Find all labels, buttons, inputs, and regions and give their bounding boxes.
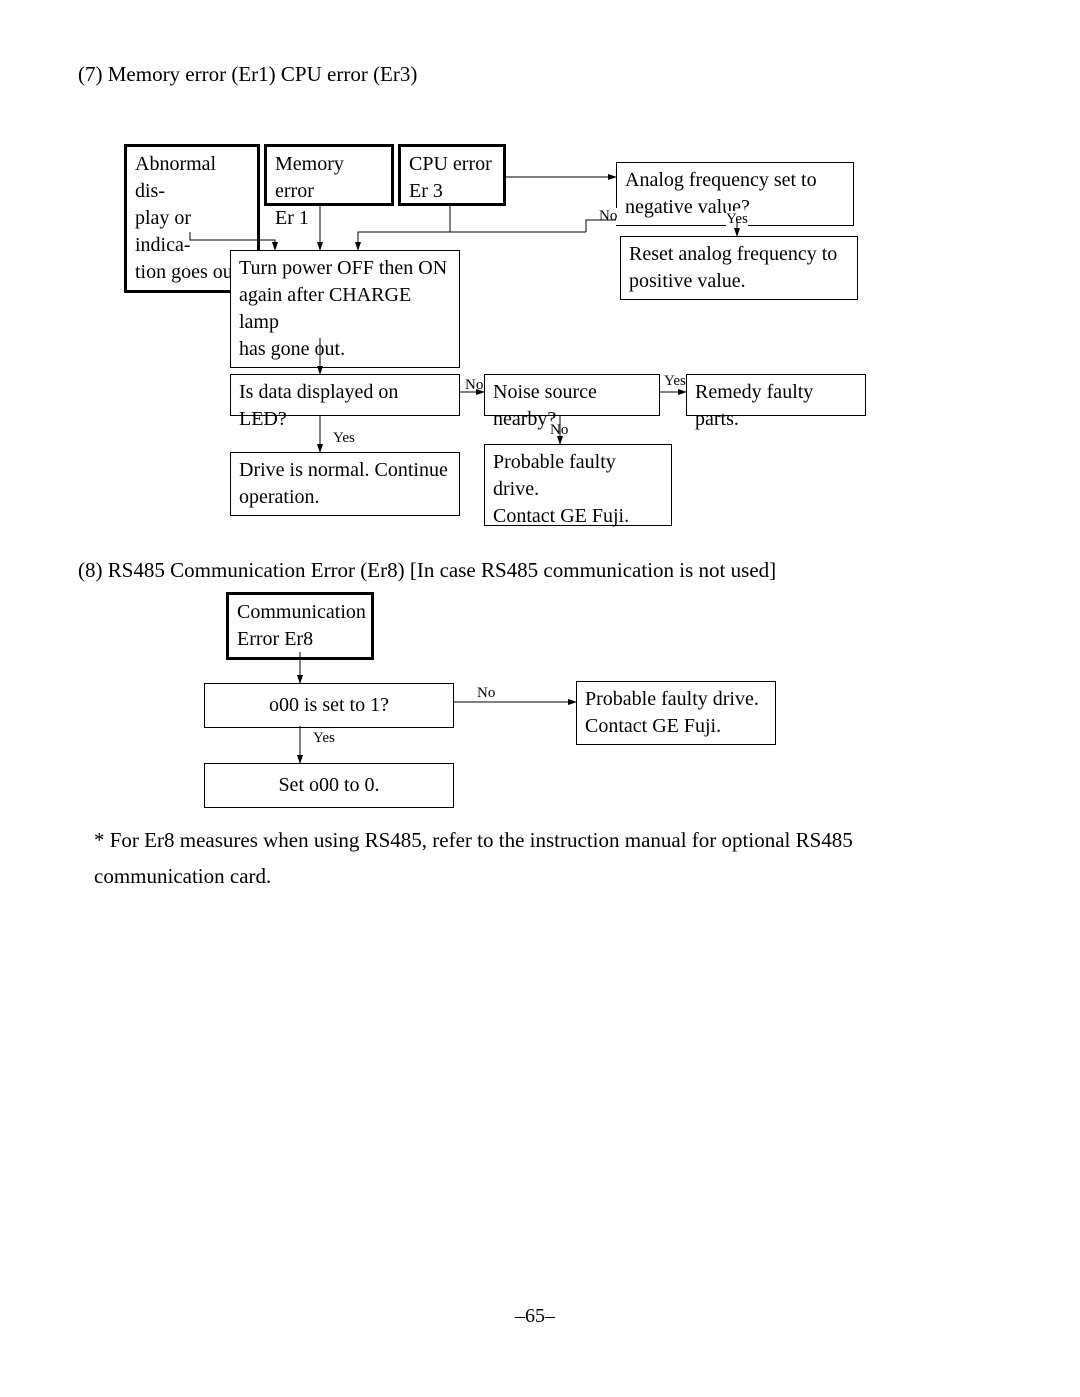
- text: Reset analog frequency to: [629, 241, 849, 268]
- node-o00-question: o00 is set to 1?: [204, 683, 454, 728]
- node-faulty-drive-7: Probable faulty drive. Contact GE Fuji.: [484, 444, 672, 526]
- text: Er 3: [409, 178, 495, 205]
- node-set-o00: Set o00 to 0.: [204, 763, 454, 808]
- text: Contact GE Fuji.: [585, 713, 767, 740]
- label-yes: Yes: [333, 430, 355, 447]
- section8-footnote: * For Er8 measures when using RS485, ref…: [94, 823, 944, 894]
- text: Contact GE Fuji.: [493, 503, 663, 530]
- page-number: –65–: [515, 1305, 555, 1328]
- node-comm-error: Communication Error Er8: [226, 592, 374, 660]
- label-no: No: [465, 377, 483, 394]
- text: Analog frequency set to: [625, 167, 845, 194]
- section8-title: (8) RS485 Communication Error (Er8) [In …: [78, 558, 776, 583]
- node-memory-error: Memory error Er 1: [264, 144, 394, 206]
- text: Is data displayed on LED?: [239, 379, 451, 433]
- section7-title: (7) Memory error (Er1) CPU error (Er3): [78, 62, 417, 87]
- text: Set o00 to 0.: [213, 772, 445, 799]
- text: positive value.: [629, 268, 849, 295]
- text: Noise source nearby?: [493, 379, 651, 433]
- text: has gone out.: [239, 336, 451, 363]
- text: Communication: [237, 599, 363, 626]
- page: (7) Memory error (Er1) CPU error (Er3) A…: [0, 0, 1080, 1397]
- label-no: No: [550, 422, 568, 439]
- text: Error Er8: [237, 626, 363, 653]
- label-no: No: [477, 685, 495, 702]
- node-faulty-drive-8: Probable faulty drive. Contact GE Fuji.: [576, 681, 776, 745]
- text: Turn power OFF then ON: [239, 255, 451, 282]
- text: Probable faulty drive.: [585, 686, 767, 713]
- node-drive-normal: Drive is normal. Continue operation.: [230, 452, 460, 516]
- label-yes: Yes: [664, 373, 686, 390]
- text: Remedy faulty parts.: [695, 379, 857, 433]
- node-power-cycle: Turn power OFF then ON again after CHARG…: [230, 250, 460, 368]
- text: Probable faulty drive.: [493, 449, 663, 503]
- node-reset-analog: Reset analog frequency to positive value…: [620, 236, 858, 300]
- text: Er 1: [275, 205, 383, 232]
- text: CPU error: [409, 151, 495, 178]
- text: again after CHARGE lamp: [239, 282, 451, 336]
- text: Drive is normal. Continue: [239, 457, 451, 484]
- node-cpu-error: CPU error Er 3: [398, 144, 506, 206]
- node-led-question: Is data displayed on LED?: [230, 374, 460, 416]
- node-noise-question: Noise source nearby?: [484, 374, 660, 416]
- label-no: No: [599, 208, 617, 225]
- text: Memory error: [275, 151, 383, 205]
- label-yes: Yes: [313, 730, 335, 747]
- text: operation.: [239, 484, 451, 511]
- node-remedy: Remedy faulty parts.: [686, 374, 866, 416]
- label-yes: Yes: [726, 211, 748, 228]
- text: Abnormal dis-: [135, 151, 249, 205]
- text: o00 is set to 1?: [213, 692, 445, 719]
